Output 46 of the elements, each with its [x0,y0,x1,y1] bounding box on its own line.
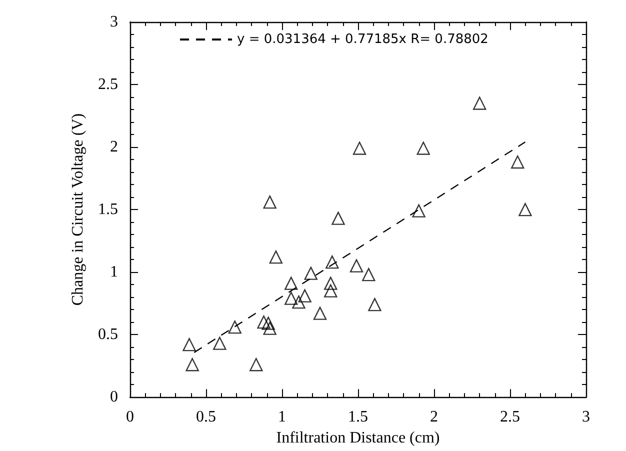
x-tick-label: 2.5 [500,408,520,426]
point [284,292,298,305]
point [324,276,338,290]
point [292,295,306,309]
point [324,284,338,298]
point [257,315,270,329]
y-tick-label: 0.5 [98,326,118,344]
x-tick-label: 0.5 [196,408,216,426]
y-tick-label: 0 [110,388,118,406]
point [284,276,298,290]
point [362,268,376,282]
point [182,338,196,352]
point [263,195,276,209]
x-tick-label: 1.5 [348,408,368,426]
point [298,289,312,302]
point [350,259,364,272]
y-axis-title: Change in Circuit Voltage (V) [70,113,86,306]
y-tick-label: 1.5 [98,201,118,218]
point [412,204,426,218]
x-tick-label: 0 [126,408,134,426]
point [511,155,524,169]
point [518,202,532,216]
y-tick-label: 2 [110,138,118,156]
point [186,358,199,372]
point [326,255,339,269]
point [228,320,242,334]
point [263,322,276,335]
legend-label: y = 0.031364 + 0.77185x R= 0.78802 [237,32,488,47]
x-axis-title: Infiltration Distance (cm) [276,430,440,446]
point [250,358,263,372]
point [368,298,382,312]
y-tick-label: 3 [110,14,118,30]
point [332,212,345,225]
y-tick-label: 2.5 [98,76,118,94]
x-tick-label: 2 [430,408,438,426]
point [416,142,430,155]
point [304,266,318,280]
point [352,142,366,155]
point [262,316,275,330]
point [213,336,226,350]
point [473,96,486,110]
y-tick-label: 1 [110,264,118,281]
point [313,306,327,320]
x-tick-label: 3 [582,408,590,426]
point [269,250,283,264]
x-tick-label: 1 [278,408,286,426]
